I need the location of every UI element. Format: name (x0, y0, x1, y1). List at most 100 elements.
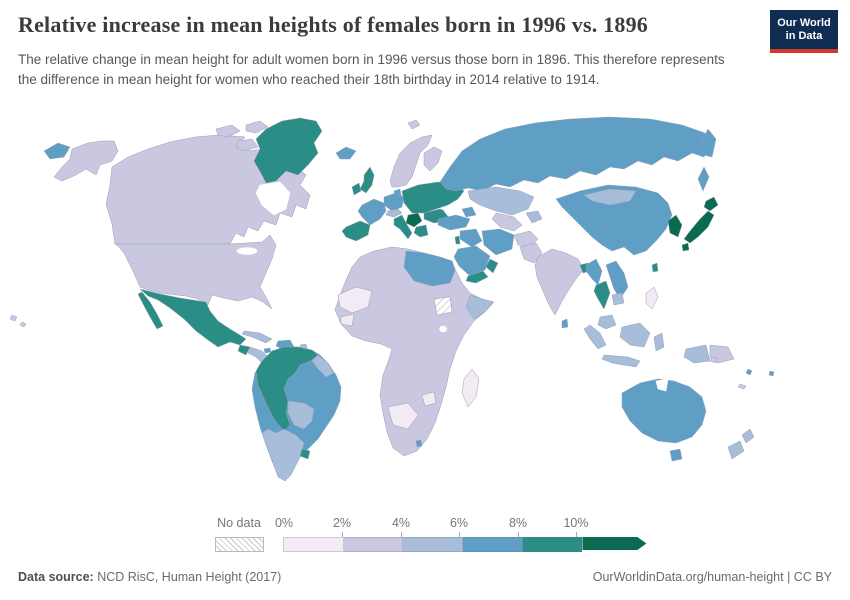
country-indonesia-papua[interactable] (683, 344, 711, 364)
country-usa[interactable] (114, 234, 277, 310)
country-somalia[interactable] (465, 294, 494, 320)
country-canada-arctic-1[interactable] (215, 124, 241, 138)
country-turkey[interactable] (437, 214, 471, 231)
country-libya-egypt[interactable] (403, 250, 456, 287)
country-italy[interactable] (393, 214, 413, 240)
owid-logo[interactable]: Our World in Data (770, 10, 838, 54)
country-fiji[interactable] (768, 370, 775, 377)
country-indonesia-sumatra[interactable] (583, 324, 607, 350)
country-kazakhstan[interactable] (467, 186, 535, 216)
owid-url[interactable]: OurWorldinData.org/human-height (592, 570, 784, 584)
country-japan-honshu[interactable] (683, 210, 715, 244)
country-namibia-botswana[interactable] (387, 402, 419, 430)
country-japan-hokkaido[interactable] (703, 196, 719, 212)
legend-tick-3: 6% (449, 516, 469, 530)
country-caucasus[interactable] (461, 206, 477, 218)
country-myanmar[interactable] (585, 258, 603, 286)
country-guatemala[interactable] (237, 344, 251, 356)
country-cambodia[interactable] (611, 292, 625, 306)
country-zimbabwe[interactable] (421, 391, 437, 407)
country-guinea-coast[interactable] (340, 313, 355, 327)
legend-tick-mark (576, 532, 577, 537)
country-madagascar[interactable] (461, 368, 480, 408)
country-japan-kyushu[interactable] (681, 242, 690, 252)
country-indonesia-sulawesi[interactable] (653, 332, 665, 352)
country-solomon[interactable] (709, 356, 719, 364)
country-russia[interactable] (439, 116, 713, 192)
country-indonesia-java[interactable] (601, 354, 641, 368)
country-syria-iraq[interactable] (459, 228, 483, 248)
country-svalbard[interactable] (407, 119, 421, 130)
country-central-asia[interactable] (491, 212, 523, 232)
country-vanuatu[interactable] (745, 368, 753, 376)
country-france[interactable] (357, 198, 387, 226)
country-greenland[interactable] (253, 117, 323, 184)
country-malaysia[interactable] (597, 314, 617, 330)
country-sahel-west[interactable] (337, 286, 373, 314)
country-new-caledonia[interactable] (737, 383, 747, 390)
country-korea[interactable] (667, 214, 683, 238)
country-cuba[interactable] (241, 330, 273, 344)
country-new-zealand-north[interactable] (741, 428, 755, 444)
country-russia-kamchatka[interactable] (699, 128, 717, 158)
country-iran[interactable] (481, 228, 515, 256)
country-kyrgyz-tajik[interactable] (525, 210, 543, 224)
country-russia-chukotka[interactable] (43, 142, 71, 160)
country-greece[interactable] (413, 224, 429, 238)
country-ireland[interactable] (351, 182, 362, 196)
legend-tick-2: 4% (391, 516, 411, 530)
country-sri-lanka[interactable] (561, 318, 569, 329)
country-finland[interactable] (423, 146, 443, 172)
country-australia-tasmania[interactable] (669, 448, 683, 462)
country-levant[interactable] (454, 235, 461, 245)
legend-swatch-6-8[interactable] (463, 537, 523, 552)
country-central-europe[interactable] (383, 192, 405, 212)
footer-separator: | (783, 570, 794, 584)
legend-swatch-2-4[interactable] (343, 537, 404, 552)
country-thailand[interactable] (593, 280, 611, 310)
legend-swatch-0-2[interactable] (283, 537, 344, 552)
country-balkans[interactable] (405, 212, 423, 228)
chart-subtitle: The relative change in mean height for a… (18, 52, 725, 87)
legend-swatch-8-10[interactable] (522, 537, 583, 552)
country-taiwan[interactable] (651, 262, 659, 273)
country-alpine[interactable] (385, 208, 403, 218)
country-nw-south-america[interactable] (255, 346, 319, 432)
legend-no-data-swatch[interactable] (215, 537, 264, 552)
country-oman[interactable] (485, 258, 499, 274)
country-uk[interactable] (359, 166, 375, 194)
country-usa-hawaii[interactable] (9, 314, 27, 328)
country-laos-vietnam[interactable] (605, 260, 629, 300)
country-philippines[interactable] (645, 286, 659, 310)
country-canada-arctic-4[interactable] (235, 138, 259, 152)
legend-tick-mark (518, 532, 519, 537)
country-russia-sakhalin[interactable] (697, 166, 710, 192)
country-mongolia[interactable] (583, 188, 637, 206)
license-cc-by[interactable]: CC BY (793, 570, 832, 584)
country-scandinavia[interactable] (389, 134, 433, 188)
country-argentina-chile[interactable] (261, 428, 305, 482)
country-new-zealand-south[interactable] (727, 440, 745, 460)
country-iberia[interactable] (341, 220, 371, 242)
legend-swatch-10-plus[interactable] (582, 537, 646, 550)
legend-swatch-4-6[interactable] (403, 537, 464, 552)
country-canada-arctic-2[interactable] (245, 120, 269, 134)
country-china[interactable] (555, 184, 673, 256)
country-indonesia-borneo[interactable] (619, 322, 651, 348)
country-guyanas[interactable] (311, 354, 335, 378)
country-jamaica[interactable] (263, 347, 272, 354)
country-india[interactable] (534, 248, 585, 316)
country-iceland[interactable] (335, 146, 357, 160)
country-saudi[interactable] (453, 245, 491, 277)
country-usa-alaska[interactable] (53, 140, 119, 182)
country-bolivia-paraguay[interactable] (287, 400, 315, 430)
country-uruguay[interactable] (299, 448, 311, 460)
water-great-lakes (236, 247, 258, 255)
country-mexico-baja[interactable] (137, 291, 164, 330)
water-lake-victoria (439, 325, 447, 333)
country-afghanistan[interactable] (513, 230, 539, 248)
country-south-sudan[interactable] (433, 296, 453, 316)
country-lesotho[interactable] (415, 439, 423, 448)
country-yemen[interactable] (465, 270, 489, 284)
